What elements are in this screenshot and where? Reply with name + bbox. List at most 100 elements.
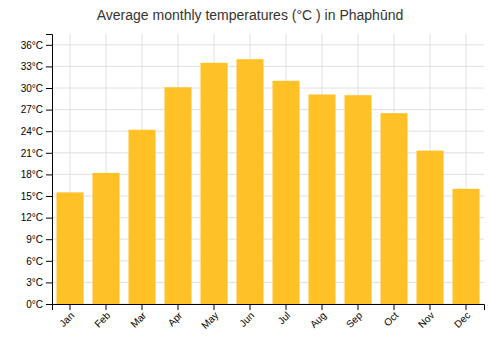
y-axis: 0°C 3°C 6°C 9°C 12°C 15°C 18°C 21°C 24°C 27°C 30°C… xyxy=(21,35,53,310)
x-tick-label: Aug xyxy=(308,310,328,330)
y-tick-mark xyxy=(46,174,52,175)
y-tick: 24°C xyxy=(21,126,52,137)
y-tick-label: 18°C xyxy=(21,169,43,180)
x-tick: Aug xyxy=(308,304,328,330)
y-tick-mark xyxy=(46,196,52,197)
x-tick-mark xyxy=(322,304,323,310)
x-tick: May xyxy=(199,304,220,331)
bar xyxy=(381,113,408,304)
x-tick-label: Jun xyxy=(237,310,256,329)
y-tick-mark xyxy=(46,45,52,46)
y-tick-mark xyxy=(46,110,52,111)
y-tick: 12°C xyxy=(21,212,52,223)
bar xyxy=(129,130,156,304)
y-tick-mark xyxy=(46,153,52,154)
bar xyxy=(201,63,228,304)
x-tick-mark xyxy=(358,304,359,310)
x-tick: Jan xyxy=(57,304,76,329)
x-tick-label: Nov xyxy=(416,310,436,330)
y-tick-label: 30°C xyxy=(21,83,43,94)
y-tick-mark xyxy=(46,239,52,240)
y-tick: 30°C xyxy=(21,83,52,94)
x-tick-mark xyxy=(214,304,215,310)
y-tick: 18°C xyxy=(21,169,52,180)
y-tick-label: 24°C xyxy=(21,126,43,137)
x-tick-label: Dec xyxy=(452,310,472,330)
grid-line-y xyxy=(52,131,484,132)
x-tick-label: Jul xyxy=(276,310,293,327)
x-tick: Jul xyxy=(276,304,293,326)
x-tick: Sep xyxy=(344,304,365,330)
x-tick-label: May xyxy=(199,310,220,331)
x-tick: Dec xyxy=(452,304,472,330)
bar xyxy=(165,87,192,304)
x-tick: Mar xyxy=(128,304,148,330)
bar xyxy=(453,189,480,304)
x-tick-mark xyxy=(106,304,107,310)
y-tick-label: 9°C xyxy=(26,234,43,245)
x-axis-line xyxy=(53,305,485,311)
y-tick-mark xyxy=(46,282,52,283)
x-tick-label: Sep xyxy=(344,309,365,330)
y-tick: 27°C xyxy=(21,104,52,115)
y-tick: 15°C xyxy=(21,191,52,202)
plot: Jan Feb Mar Apr May Jun Jul Aug Sep Oct Nov Dec 0°C 3… xyxy=(21,34,485,331)
x-tick-mark xyxy=(178,304,179,310)
x-tick-mark xyxy=(70,304,71,310)
y-tick-mark xyxy=(46,261,52,262)
grid xyxy=(52,34,484,304)
y-tick-label: 12°C xyxy=(21,212,43,223)
y-tick: 3°C xyxy=(26,277,52,288)
y-tick-label: 21°C xyxy=(21,148,43,159)
bar xyxy=(93,173,120,304)
x-tick-mark xyxy=(142,304,143,310)
y-tick-label: 6°C xyxy=(26,256,43,267)
y-tick-label: 36°C xyxy=(21,40,43,51)
y-tick: 0°C xyxy=(26,299,52,310)
title: Average monthly temperatures (°C ) in Ph… xyxy=(97,7,404,23)
x-tick-mark xyxy=(466,304,467,310)
y-tick: 36°C xyxy=(21,40,52,51)
y-tick: 21°C xyxy=(21,148,52,159)
x-tick-label: Apr xyxy=(166,309,185,328)
x-tick-mark xyxy=(250,304,251,310)
bar xyxy=(309,94,336,304)
bars xyxy=(57,59,480,304)
x-tick: Apr xyxy=(166,304,185,328)
x-tick-label: Mar xyxy=(128,309,148,329)
y-tick-mark xyxy=(46,131,52,132)
y-tick-label: 3°C xyxy=(26,277,43,288)
x-axis: Jan Feb Mar Apr May Jun Jul Aug Sep Oct Nov Dec xyxy=(53,304,485,331)
x-tick-label: Oct xyxy=(382,310,401,329)
y-tick-mark xyxy=(46,218,52,219)
x-tick-mark xyxy=(286,304,287,310)
x-tick-label: Jan xyxy=(57,310,76,329)
bar xyxy=(345,95,372,304)
y-tick-mark xyxy=(46,304,52,305)
y-tick-label: 27°C xyxy=(21,104,43,115)
bar xyxy=(57,192,84,304)
y-tick: 6°C xyxy=(26,256,52,267)
y-tick-label: 15°C xyxy=(21,191,43,202)
x-tick-mark xyxy=(430,304,431,310)
y-tick: 9°C xyxy=(26,234,52,245)
bar xyxy=(273,81,300,304)
bar xyxy=(237,59,264,304)
y-tick-label: 33°C xyxy=(21,61,43,72)
bar xyxy=(417,151,444,304)
y-tick-mark xyxy=(46,66,52,67)
y-tick-mark xyxy=(46,88,52,89)
x-tick: Jun xyxy=(237,304,256,329)
chart: Jan Feb Mar Apr May Jun Jul Aug Sep Oct Nov Dec 0°C 3… xyxy=(0,0,500,350)
x-tick-label: Feb xyxy=(92,309,112,329)
grid-line-y xyxy=(52,88,484,89)
y-tick-label: 0°C xyxy=(26,299,43,310)
y-axis-line xyxy=(46,35,53,305)
grid-line-y xyxy=(52,109,484,110)
x-tick: Nov xyxy=(416,304,436,330)
x-tick: Oct xyxy=(382,304,401,328)
grid-line-y xyxy=(52,66,484,67)
x-tick: Feb xyxy=(92,304,112,330)
x-tick-mark xyxy=(394,304,395,310)
y-tick: 33°C xyxy=(21,61,52,72)
